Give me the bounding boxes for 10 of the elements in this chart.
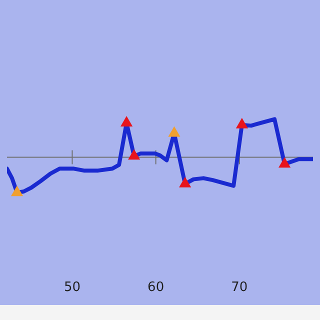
x-tick-label: 50 <box>64 280 80 296</box>
point <box>179 177 191 188</box>
x-tick-label: 60 <box>148 280 164 296</box>
point <box>128 150 140 160</box>
point <box>168 126 180 137</box>
point <box>236 118 248 128</box>
point <box>278 158 290 168</box>
x-tick-label: 70 <box>231 280 248 296</box>
point <box>120 116 132 127</box>
point <box>11 186 23 196</box>
